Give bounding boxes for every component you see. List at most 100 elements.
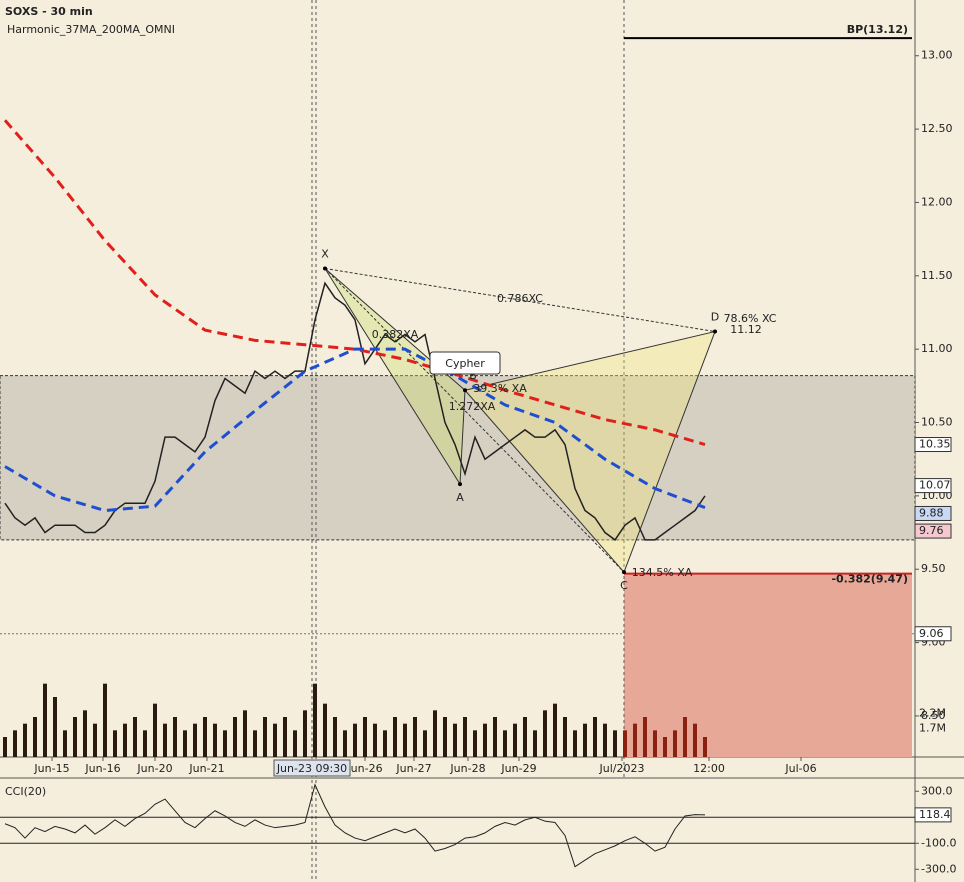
level-label: BP(13.12) — [847, 23, 908, 36]
volume-bar — [113, 730, 117, 757]
pattern-xab — [324, 268, 466, 486]
volume-bar — [373, 723, 377, 757]
volume-bar — [203, 717, 207, 757]
cci-tick-label: -300.0 — [921, 862, 956, 875]
volume-bar — [513, 723, 517, 757]
volume-bar — [293, 730, 297, 757]
volume-bar — [623, 730, 627, 757]
x-tick-label: Jun-28 — [449, 762, 485, 775]
range-band — [0, 375, 916, 541]
y-tick-label: 11.00 — [921, 342, 953, 355]
volume-bar — [233, 717, 237, 757]
volume-bar — [683, 717, 687, 757]
price-marker — [914, 437, 952, 453]
volume-bar — [673, 730, 677, 757]
volume-bar — [103, 683, 107, 757]
volume-bar — [383, 730, 387, 757]
volume-label: 2.2M — [919, 707, 946, 720]
ratio-label: 39.3% XA — [473, 382, 527, 395]
pattern-label: X — [321, 247, 329, 260]
volume-bar — [303, 710, 307, 757]
volume-bar — [213, 723, 217, 757]
volume-bar — [523, 717, 527, 757]
volume-bar — [403, 723, 407, 757]
pattern-point — [463, 388, 467, 393]
volume-bar — [603, 723, 607, 757]
volume-bar — [323, 703, 327, 757]
x-tick-label: Jun-27 — [395, 762, 431, 775]
pattern-point — [323, 266, 327, 271]
cci-marker — [914, 807, 952, 823]
price-marker-label: 9.76 — [919, 524, 944, 537]
target-zone — [624, 573, 912, 757]
volume-bar — [573, 730, 577, 757]
volume-bar — [443, 717, 447, 757]
price-marker-label: 10.07 — [919, 479, 951, 492]
pattern-name: Cypher — [445, 357, 485, 370]
volume-bar — [73, 717, 77, 757]
volume-bar — [703, 737, 707, 757]
volume-bar — [313, 683, 317, 757]
y-tick-label: 13.00 — [921, 49, 953, 62]
volume-bar — [333, 717, 337, 757]
volume-bar — [143, 730, 147, 757]
volume-bar — [33, 717, 37, 757]
x-tick-label: 12:00 — [693, 762, 725, 775]
x-tick-label: Jun-20 — [136, 762, 172, 775]
volume-bar — [3, 737, 7, 757]
volume-bar — [43, 683, 47, 757]
level-label: -0.382(9.47) — [831, 573, 908, 586]
moving-average — [4, 347, 706, 513]
volume-bar — [453, 723, 457, 757]
ratio-label: 78.6% XC — [724, 312, 777, 325]
volume-bar — [163, 723, 167, 757]
volume-bar — [63, 730, 67, 757]
volume-bar — [83, 710, 87, 757]
volume-bar — [353, 723, 357, 757]
price-marker-label: 9.88 — [919, 506, 944, 519]
volume-bar — [173, 717, 177, 757]
pattern-point — [713, 329, 717, 334]
volume-bar — [663, 737, 667, 757]
price-marker — [914, 523, 952, 539]
y-tick-label: 12.00 — [921, 195, 953, 208]
volume-bar — [643, 717, 647, 757]
volume-bar — [183, 730, 187, 757]
volume-bar — [613, 730, 617, 757]
cci-marker-label: 118.4 — [919, 808, 951, 821]
x-tick-label: Jun-29 — [500, 762, 536, 775]
volume-bar — [413, 717, 417, 757]
y-tick-label: 10.50 — [921, 416, 953, 429]
volume-bar — [53, 697, 57, 757]
volume-bar — [503, 730, 507, 757]
x-tick-label: Jun-16 — [84, 762, 120, 775]
cci-tick-label: -100.0 — [921, 836, 956, 849]
pattern-label: B — [469, 369, 477, 382]
volume-bar — [473, 730, 477, 757]
price-marker-label: 10.35 — [919, 438, 951, 451]
volume-bar — [343, 730, 347, 757]
price-marker — [914, 505, 952, 521]
price-marker — [914, 478, 952, 494]
volume-bar — [533, 730, 537, 757]
volume-bar — [223, 730, 227, 757]
volume-bar — [653, 730, 657, 757]
volume-bar — [543, 710, 547, 757]
ratio-label: 1.272XA — [449, 400, 496, 413]
x-tick-label: Jul-06 — [784, 762, 816, 775]
pattern-bcd — [464, 330, 716, 574]
pattern-label: A — [456, 491, 464, 504]
volume-bar — [23, 723, 27, 757]
pattern-label: C — [620, 579, 628, 592]
chart-title: SOXS - 30 min — [5, 5, 93, 18]
x-tick-label: Jul/2023 — [599, 762, 645, 775]
volume-bar — [133, 717, 137, 757]
x-tick-label: Jun-15 — [33, 762, 69, 775]
y-tick-label: 8.50 — [921, 709, 946, 722]
pattern-name-box — [429, 351, 501, 375]
pattern-bd — [324, 268, 625, 573]
volume-bar — [483, 723, 487, 757]
volume-bar — [153, 703, 157, 757]
volume-bar — [463, 717, 467, 757]
y-tick-label: 9.50 — [921, 562, 946, 575]
